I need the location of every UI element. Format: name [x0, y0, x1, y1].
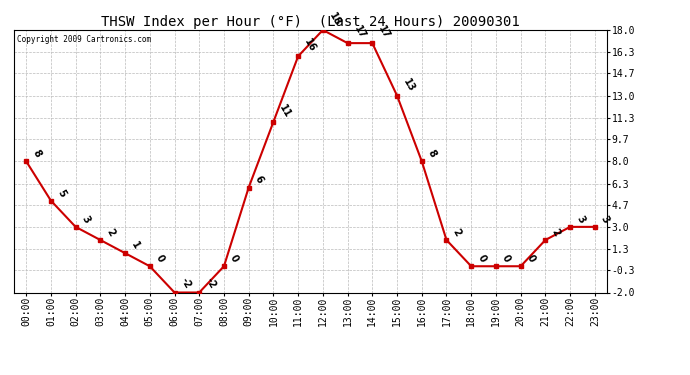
Text: 0: 0 [500, 253, 512, 264]
Text: 5: 5 [55, 188, 67, 198]
Text: 0: 0 [525, 253, 537, 264]
Text: 8: 8 [426, 148, 438, 159]
Text: 17: 17 [352, 24, 367, 41]
Text: 6: 6 [253, 174, 265, 185]
Text: 8: 8 [30, 148, 42, 159]
Text: 17: 17 [377, 24, 392, 41]
Text: 3: 3 [574, 214, 586, 225]
Text: 18: 18 [327, 11, 342, 28]
Text: 0: 0 [475, 253, 487, 264]
Text: 0: 0 [154, 253, 166, 264]
Text: 2: 2 [104, 227, 117, 238]
Text: 2: 2 [549, 227, 562, 238]
Text: 16: 16 [302, 38, 317, 54]
Text: 1: 1 [129, 240, 141, 251]
Text: 13: 13 [401, 77, 417, 93]
Text: 3: 3 [599, 214, 611, 225]
Title: THSW Index per Hour (°F)  (Last 24 Hours) 20090301: THSW Index per Hour (°F) (Last 24 Hours)… [101, 15, 520, 29]
Text: 0: 0 [228, 253, 240, 264]
Text: 3: 3 [80, 214, 92, 225]
Text: -2: -2 [179, 276, 193, 290]
Text: Copyright 2009 Cartronics.com: Copyright 2009 Cartronics.com [17, 35, 151, 44]
Text: 2: 2 [451, 227, 463, 238]
Text: 11: 11 [277, 103, 293, 120]
Text: -2: -2 [204, 276, 217, 290]
